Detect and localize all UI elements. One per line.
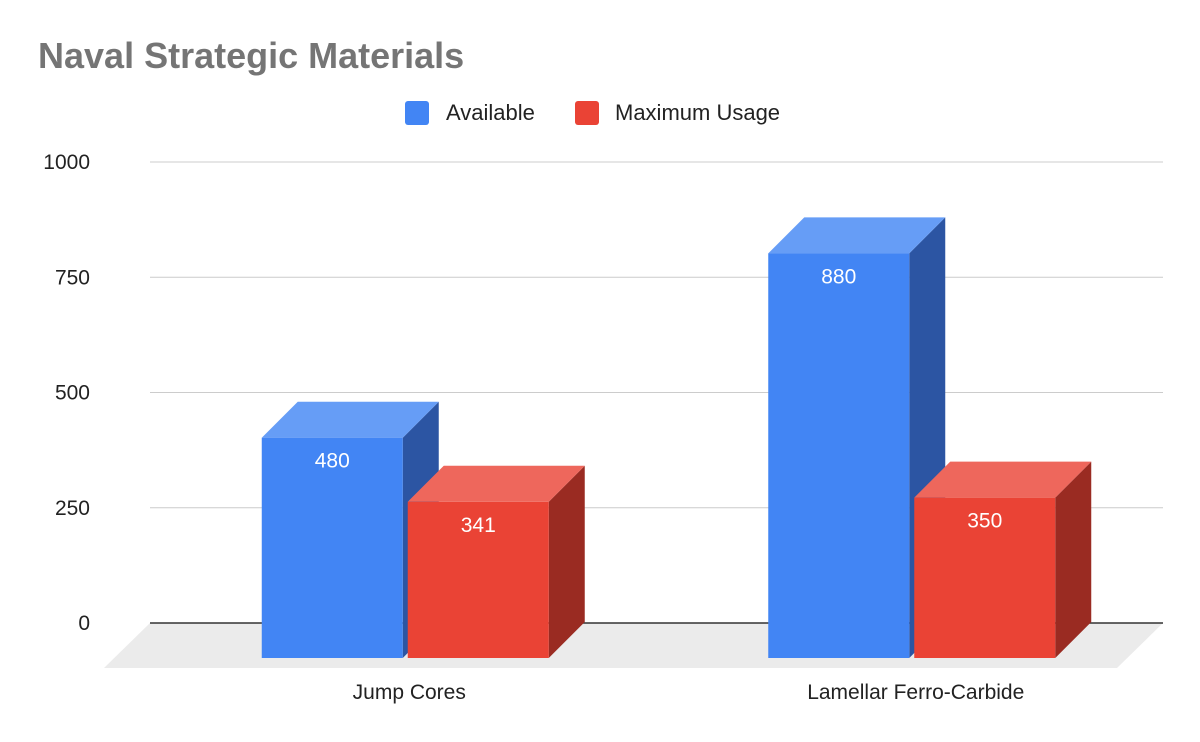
bar-jump-cores-maximum-usage[interactable]: 341 xyxy=(407,465,585,658)
chart-title: Naval Strategic Materials xyxy=(38,35,464,76)
bar-lamellar-ferro-carbide-available[interactable]: 880 xyxy=(768,217,946,658)
bar-side xyxy=(548,465,585,658)
bar-front xyxy=(914,497,1056,658)
bar-front xyxy=(261,437,403,658)
data-label: 480 xyxy=(315,450,350,473)
data-label: 350 xyxy=(967,510,1002,533)
y-tick-label: 0 xyxy=(78,612,90,635)
bar-lamellar-ferro-carbide-maximum-usage[interactable]: 350 xyxy=(914,461,1092,658)
legend-swatch-available xyxy=(405,101,429,125)
legend-item-maximum-usage[interactable]: Maximum Usage xyxy=(575,100,780,125)
bar-top xyxy=(407,465,585,502)
bar-jump-cores-available[interactable]: 480 xyxy=(261,401,439,658)
y-axis-ticks: 0 250 500 750 1000 xyxy=(43,151,90,635)
bar-top xyxy=(914,461,1092,498)
bar-front xyxy=(407,501,549,658)
bar-top xyxy=(768,217,946,254)
bars: 480 341 880 350 xyxy=(261,217,1092,658)
x-category-label: Jump Cores xyxy=(353,681,466,704)
y-tick-label: 1000 xyxy=(43,151,90,174)
x-axis-categories: Jump Cores Lamellar Ferro-Carbide xyxy=(353,681,1025,704)
legend-swatch-maximum-usage xyxy=(575,101,599,125)
data-label: 880 xyxy=(821,265,856,288)
bar-front xyxy=(768,253,910,658)
legend-label-available: Available xyxy=(446,100,535,125)
y-tick-label: 750 xyxy=(55,266,90,289)
data-label: 341 xyxy=(461,514,496,537)
bar-side xyxy=(1055,461,1092,658)
legend: Available Maximum Usage xyxy=(405,100,780,125)
legend-label-maximum-usage: Maximum Usage xyxy=(615,100,780,125)
y-tick-label: 250 xyxy=(55,497,90,520)
bar-top xyxy=(261,401,439,438)
x-category-label: Lamellar Ferro-Carbide xyxy=(807,681,1024,704)
y-tick-label: 500 xyxy=(55,382,90,405)
legend-item-available[interactable]: Available xyxy=(405,100,535,125)
